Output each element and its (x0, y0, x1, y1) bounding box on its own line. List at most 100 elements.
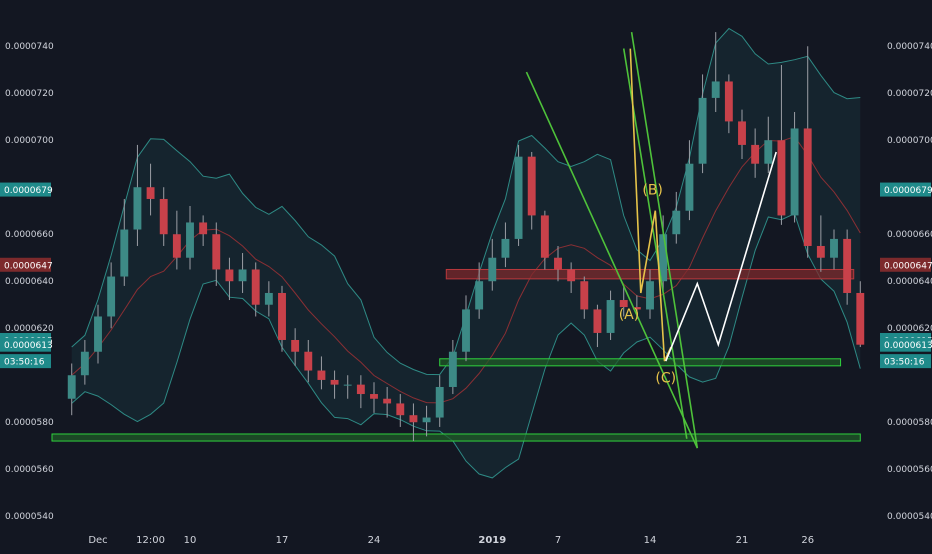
x-tick-label: 2019 (478, 535, 506, 546)
candle-body (698, 97, 707, 164)
x-tick-label: 10 (184, 535, 197, 546)
candle-body (238, 269, 247, 282)
price-label-left: 0.0000613 (4, 341, 53, 351)
y-tick-label-left: 0.0000640 (5, 277, 54, 287)
candle-body (632, 307, 641, 310)
price-label-right-bg (880, 337, 931, 352)
wave-label: (A) (619, 307, 640, 323)
candle-body (462, 309, 470, 352)
price-label-left-bg (0, 182, 51, 197)
price-label-right: 0.0000613 (884, 341, 932, 351)
candle-body (304, 351, 313, 371)
candle-body (488, 257, 497, 282)
price-label-right: 0.0000647 (884, 261, 932, 271)
candle-body (172, 234, 181, 258)
y-tick-label-right: 0.0000540 (887, 512, 932, 522)
y-tick-label-left: 0.0000580 (5, 418, 54, 428)
x-tick-label: 14 (644, 535, 657, 546)
x-tick-label: 7 (555, 535, 561, 546)
candle-body (790, 128, 799, 216)
candle-body (264, 292, 273, 305)
candle-body (751, 144, 760, 164)
candle-body (540, 215, 549, 258)
x-tick-label: 12:00 (136, 535, 165, 546)
candle-body (159, 198, 168, 235)
candle-body (146, 187, 155, 199)
x-tick-label: 21 (736, 535, 749, 546)
y-tick-label-left: 0.0000620 (5, 324, 54, 334)
wave-label: (C) (655, 370, 676, 386)
y-tick-label-left: 0.0000700 (5, 136, 54, 146)
y-tick-label-left: 0.0000660 (5, 230, 54, 240)
candle-body (567, 269, 576, 282)
price-label-right-bg (880, 182, 931, 197)
candle-body (554, 257, 562, 270)
candle-body (593, 309, 602, 333)
wave-path (629, 48, 672, 362)
y-tick-label-right: 0.0000720 (887, 89, 932, 99)
price-label-left-bg (0, 257, 51, 272)
candle-body (317, 370, 326, 380)
candle-body (711, 81, 720, 98)
price-label-right-bg (880, 257, 931, 272)
candle-body (816, 245, 825, 258)
candle-body (619, 300, 628, 308)
candle-body (107, 276, 116, 317)
candle-body (67, 375, 76, 399)
green-trendline-mid (622, 48, 688, 439)
candle-body (856, 292, 865, 345)
candle-body (343, 384, 352, 386)
candle-body (212, 234, 221, 270)
support-zone-near (439, 358, 842, 367)
candle-body (606, 300, 615, 333)
y-tick-label-left: 0.0000740 (5, 42, 54, 52)
candle-body (448, 351, 457, 387)
candle-body (435, 386, 444, 418)
y-tick-label-right: 0.0000700 (887, 136, 932, 146)
candle-body (646, 281, 654, 310)
candle-body (659, 234, 668, 282)
price-label-left: 0.0000679 (4, 186, 53, 196)
candle-body (409, 415, 418, 423)
price-label-left: 03:50:16 (4, 358, 45, 368)
price-label-right: 03:50:16 (884, 358, 925, 368)
candle-body (251, 269, 260, 305)
green-trendline-lower (525, 71, 699, 449)
y-tick-label-right: 0.0000580 (887, 418, 932, 428)
candle-body (94, 316, 102, 352)
candle-body (724, 81, 733, 122)
candle-body (685, 163, 694, 211)
candle-body (396, 403, 405, 416)
price-label-right-bg (880, 354, 931, 369)
wave-label: (B) (642, 182, 663, 198)
candle-body (278, 292, 286, 340)
candle-body (580, 281, 589, 310)
price-label-left-bg (0, 354, 51, 369)
y-tick-label-right: 0.0000640 (887, 277, 932, 287)
candle-body (422, 417, 431, 423)
candle-body (383, 398, 392, 404)
candle-body (830, 238, 838, 258)
candle-body (199, 222, 208, 235)
y-tick-label-right: 0.0000620 (887, 324, 932, 334)
x-tick-label: 17 (276, 535, 289, 546)
candle-body (291, 339, 300, 352)
candle-body (803, 128, 812, 246)
y-tick-label-right: 0.0000660 (887, 230, 932, 240)
candle-body (186, 222, 194, 258)
band-lower (71, 213, 861, 479)
y-tick-label-right: 0.0000740 (887, 42, 932, 52)
candle-body (133, 187, 142, 230)
candle-body (672, 210, 681, 235)
price-label-left: 0.0000647 (4, 261, 53, 271)
candle-body (843, 238, 852, 293)
candle-body (527, 156, 536, 216)
x-tick-label: Dec (88, 535, 107, 546)
y-tick-label-left: 0.0000560 (5, 465, 54, 475)
candle-body (120, 229, 129, 277)
candle-body (777, 140, 786, 216)
price-label-right: 0.0000679 (884, 186, 932, 196)
y-tick-label-left: 0.0000720 (5, 89, 54, 99)
